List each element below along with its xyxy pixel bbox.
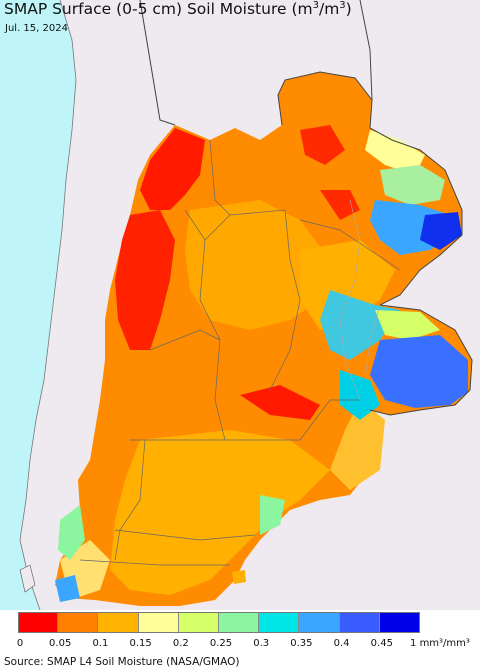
- date-label: Jul. 15, 2024: [5, 23, 68, 34]
- province-borders: [79, 139, 401, 566]
- title-end: ): [345, 0, 352, 19]
- island-southwest: [19, 564, 36, 593]
- zone-cyan-south: [55, 575, 80, 602]
- zone-amber-east: [300, 240, 395, 330]
- title-sup1: 3: [312, 0, 319, 11]
- legend-unit: 1 mm³/mm³: [410, 638, 470, 649]
- title-mid: /m: [318, 0, 340, 19]
- legend-swatch: [339, 612, 380, 633]
- legend-frame: [18, 612, 420, 633]
- legend-swatch: [219, 612, 260, 633]
- zone-cyan-coast: [340, 370, 380, 420]
- zone-green-southwest: [58, 505, 85, 560]
- legend-tick-label: 0.15: [129, 638, 152, 649]
- legend-tick-label: 0.35: [290, 638, 313, 649]
- island-southeast: [232, 570, 246, 584]
- legend-tick-label: 0.05: [49, 638, 72, 649]
- zone-amber-center: [185, 200, 330, 330]
- country-borders: [139, 0, 473, 416]
- legend-swatch: [299, 612, 340, 633]
- legend-tick-label: 0.45: [370, 638, 393, 649]
- legend-tick-label: 0.2: [172, 638, 189, 649]
- zone-teal-uy: [320, 290, 400, 360]
- zone-amber-south: [110, 430, 330, 595]
- page-title: SMAP Surface (0-5 cm) Soil Moisture (m3/…: [4, 0, 352, 18]
- legend-swatch: [259, 612, 300, 633]
- legend-tick-label: 0.4: [333, 638, 350, 649]
- legend-swatch: [138, 612, 179, 633]
- zone-red-center: [240, 385, 320, 420]
- zone-blue-ne: [420, 212, 462, 250]
- legend-swatch: [58, 612, 99, 633]
- zone-lightgreen-uy: [375, 310, 440, 340]
- legend-swatch: [178, 612, 219, 633]
- legend-tick-label: 0: [16, 638, 24, 649]
- legend-last-tick: 1: [410, 638, 417, 649]
- zone-lightgreen-ne: [380, 165, 445, 205]
- color-legend: 0 0.05 0.1 0.15 0.2 0.25 0.3 0.35 0.4 0.45 1 mm³/…: [0, 610, 480, 660]
- river-uruguay: [364, 304, 381, 381]
- legend-tick-label: 0.3: [253, 638, 270, 649]
- chile-coast: [19, 0, 77, 610]
- zone-green-ne: [365, 130, 425, 175]
- zone-yellow-east: [330, 400, 385, 490]
- title-sup2: 3: [339, 0, 346, 11]
- title-main: SMAP Surface (0-5 cm) Soil Moisture (m: [4, 0, 313, 19]
- legend-tick-label: 0.1: [92, 638, 109, 649]
- zone-green-coast-south: [260, 495, 285, 535]
- legend-tick-label: 0.25: [209, 638, 233, 649]
- zone-red-north: [140, 128, 205, 210]
- river-parana: [339, 199, 361, 401]
- zone-red-east: [320, 190, 360, 220]
- zone-red-west: [115, 210, 175, 350]
- legend-unit-text: mm³/mm³: [419, 638, 470, 649]
- source-credit: Source: SMAP L4 Soil Moisture (NASA/GMAO…: [4, 656, 240, 668]
- legend-swatch: [18, 612, 59, 633]
- zone-red-northeast: [300, 125, 345, 165]
- zone-blue-uy: [370, 335, 468, 408]
- legend-swatch: [98, 612, 139, 633]
- soil-moisture-map: [0, 0, 480, 610]
